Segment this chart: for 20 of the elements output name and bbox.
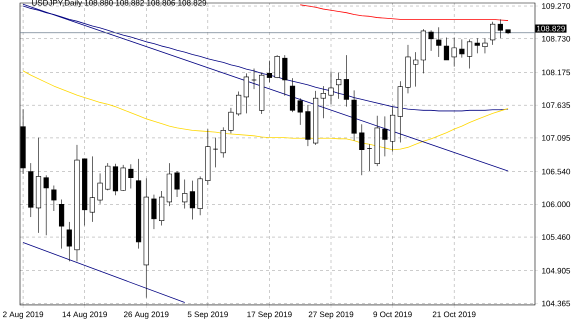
y-tick-label: 107.635 [542,102,570,108]
y-tick-label: 106.000 [542,201,570,208]
x-tick-label: 27 Sep 2019 [308,312,354,319]
x-tick-label: 26 Aug 2019 [124,312,169,319]
x-tick-label: 2 Aug 2019 [3,312,44,319]
y-tick-label: 105.460 [542,234,570,240]
chart-title: USDJPY,Daily 108.880 108.882 108.806 108.829 [32,0,206,8]
x-tick-label: 21 Oct 2019 [432,312,476,318]
x-tick-label: 5 Sep 2019 [188,312,228,319]
x-tick-label: 17 Sep 2019 [247,312,292,319]
y-tick-label: 107.095 [542,135,570,141]
y-tick-label: 104.905 [542,268,570,274]
y-tick-label: 108.175 [542,70,570,76]
y-tick-label: 106.540 [542,168,570,174]
x-tick-label: 9 Oct 2019 [373,312,412,318]
ref-line-label: 108.829 [537,26,565,32]
y-tick-label: 109.270 [542,3,570,9]
y-tick-label: 104.365 [542,300,570,306]
y-tick-label: 108.730 [542,36,570,42]
x-tick-label: 14 Aug 2019 [62,312,107,319]
